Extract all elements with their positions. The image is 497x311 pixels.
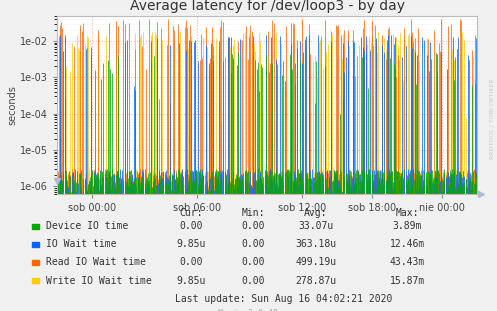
Text: 0.00: 0.00 (179, 258, 203, 267)
Text: 9.85u: 9.85u (176, 276, 206, 285)
Text: 3.89m: 3.89m (393, 221, 422, 231)
Text: 9.85u: 9.85u (176, 239, 206, 249)
Y-axis label: seconds: seconds (7, 85, 17, 125)
Text: Avg:: Avg: (304, 208, 328, 218)
Text: 43.43m: 43.43m (390, 258, 425, 267)
Text: 278.87u: 278.87u (295, 276, 336, 285)
Text: 0.00: 0.00 (242, 239, 265, 249)
Text: Write IO Wait time: Write IO Wait time (46, 276, 152, 285)
Text: 12.46m: 12.46m (390, 239, 425, 249)
Text: 15.87m: 15.87m (390, 276, 425, 285)
Text: Device IO time: Device IO time (46, 221, 128, 231)
Text: 33.07u: 33.07u (298, 221, 333, 231)
Text: Cur:: Cur: (179, 208, 203, 218)
Title: Average latency for /dev/loop3 - by day: Average latency for /dev/loop3 - by day (130, 0, 405, 13)
Text: Read IO Wait time: Read IO Wait time (46, 258, 146, 267)
Text: 499.19u: 499.19u (295, 258, 336, 267)
Text: RRDTOOL / TOBI OETIKER: RRDTOOL / TOBI OETIKER (490, 78, 495, 159)
Text: Last update: Sun Aug 16 04:02:21 2020: Last update: Sun Aug 16 04:02:21 2020 (174, 294, 392, 304)
Text: Munin 2.0.49: Munin 2.0.49 (219, 309, 278, 311)
Text: 363.18u: 363.18u (295, 239, 336, 249)
Text: 0.00: 0.00 (242, 276, 265, 285)
Text: Min:: Min: (242, 208, 265, 218)
Text: 0.00: 0.00 (179, 221, 203, 231)
Text: Max:: Max: (396, 208, 419, 218)
Text: 0.00: 0.00 (242, 258, 265, 267)
Text: 0.00: 0.00 (242, 221, 265, 231)
Text: IO Wait time: IO Wait time (46, 239, 117, 249)
